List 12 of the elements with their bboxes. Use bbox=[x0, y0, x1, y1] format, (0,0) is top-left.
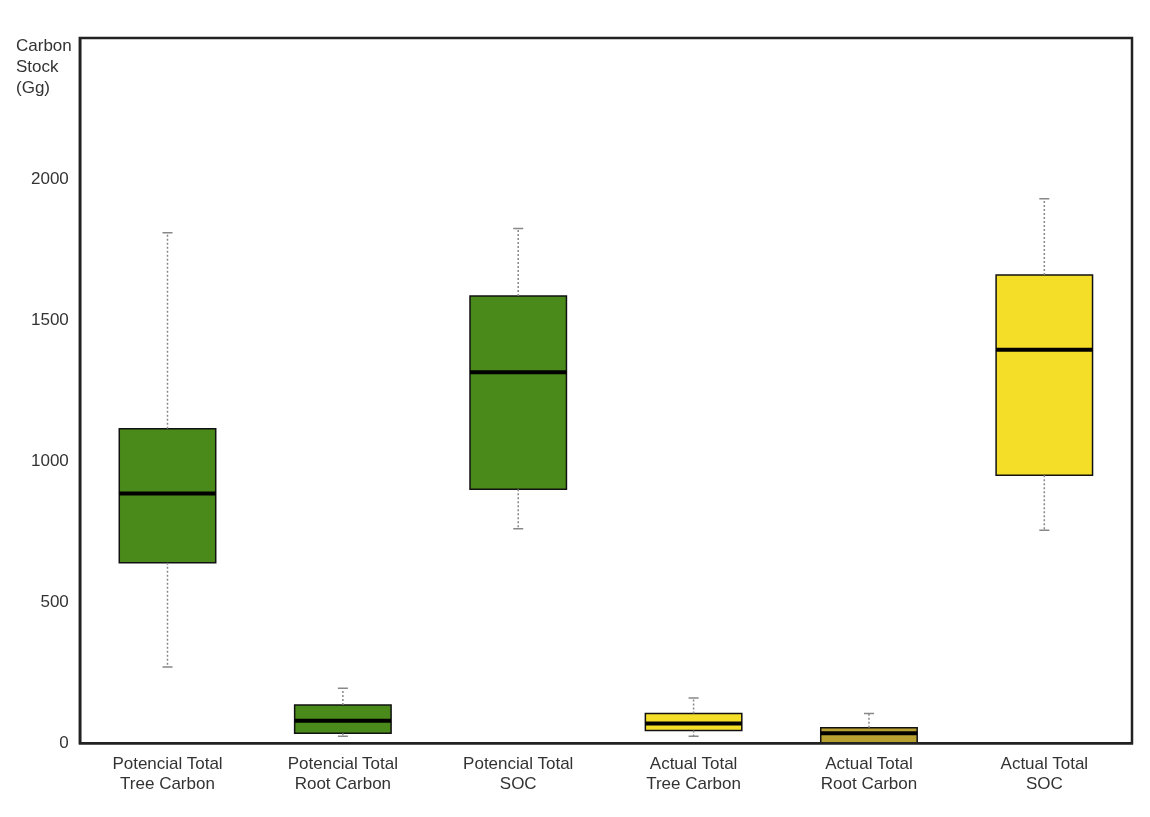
x-tick-label: Actual Total Tree Carbon bbox=[646, 754, 741, 794]
y-tick-label: 500 bbox=[40, 591, 69, 611]
y-tick-label: 1000 bbox=[30, 450, 69, 470]
x-tick-label: Potencial Total Tree Carbon bbox=[112, 754, 223, 794]
y-tick-label: 0 bbox=[59, 732, 69, 752]
x-tick-label: Potencial Total Root Carbon bbox=[287, 754, 398, 794]
y-axis-title: Carbon Stock (Gg) bbox=[16, 36, 72, 98]
y-tick-label: 2000 bbox=[30, 168, 69, 188]
x-tick-label: Actual Total Root Carbon bbox=[820, 754, 918, 794]
x-tick-label: Actual Total SOC bbox=[1000, 754, 1089, 794]
x-tick-label: Potencial Total SOC bbox=[463, 754, 574, 794]
y-tick-label: 1500 bbox=[30, 309, 69, 329]
